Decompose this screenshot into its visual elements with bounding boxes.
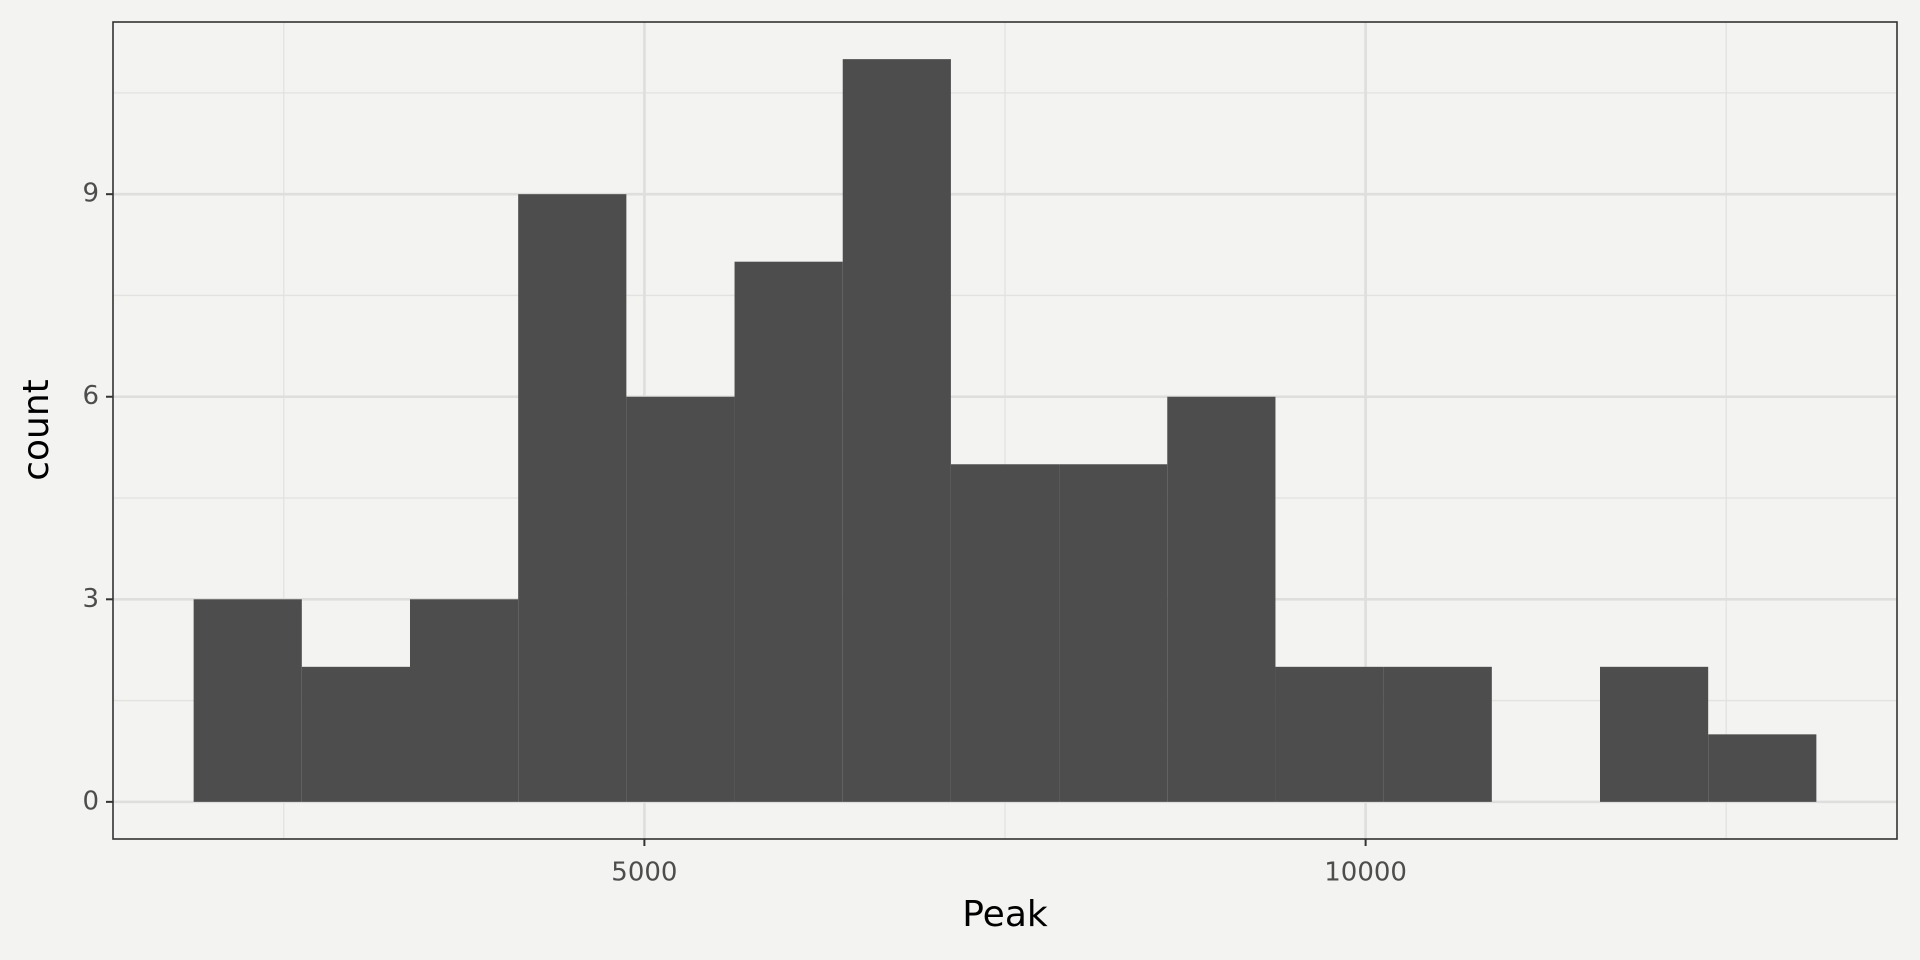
bar xyxy=(1059,464,1168,802)
x-tick-label: 5000 xyxy=(611,858,677,888)
x-tick-label: 10000 xyxy=(1324,858,1407,888)
bar xyxy=(842,59,951,802)
bar xyxy=(301,666,410,802)
bar xyxy=(193,599,302,802)
bar xyxy=(1275,666,1384,802)
bar xyxy=(950,464,1060,802)
y-tick-label: 0 xyxy=(82,786,99,816)
bar xyxy=(626,396,735,802)
bar xyxy=(518,194,627,802)
bar xyxy=(1600,666,1709,802)
y-tick-label: 6 xyxy=(82,381,99,411)
bar xyxy=(1708,734,1817,802)
bar xyxy=(734,261,843,802)
y-axis-title: count xyxy=(16,379,57,481)
y-tick-label: 3 xyxy=(82,584,99,614)
x-axis-title: Peak xyxy=(962,894,1048,935)
bar xyxy=(1383,666,1492,802)
y-tick-label: 9 xyxy=(82,179,99,209)
bar xyxy=(1167,396,1276,802)
bar xyxy=(409,599,519,802)
panel-border xyxy=(112,21,1898,840)
bars xyxy=(193,59,1817,802)
